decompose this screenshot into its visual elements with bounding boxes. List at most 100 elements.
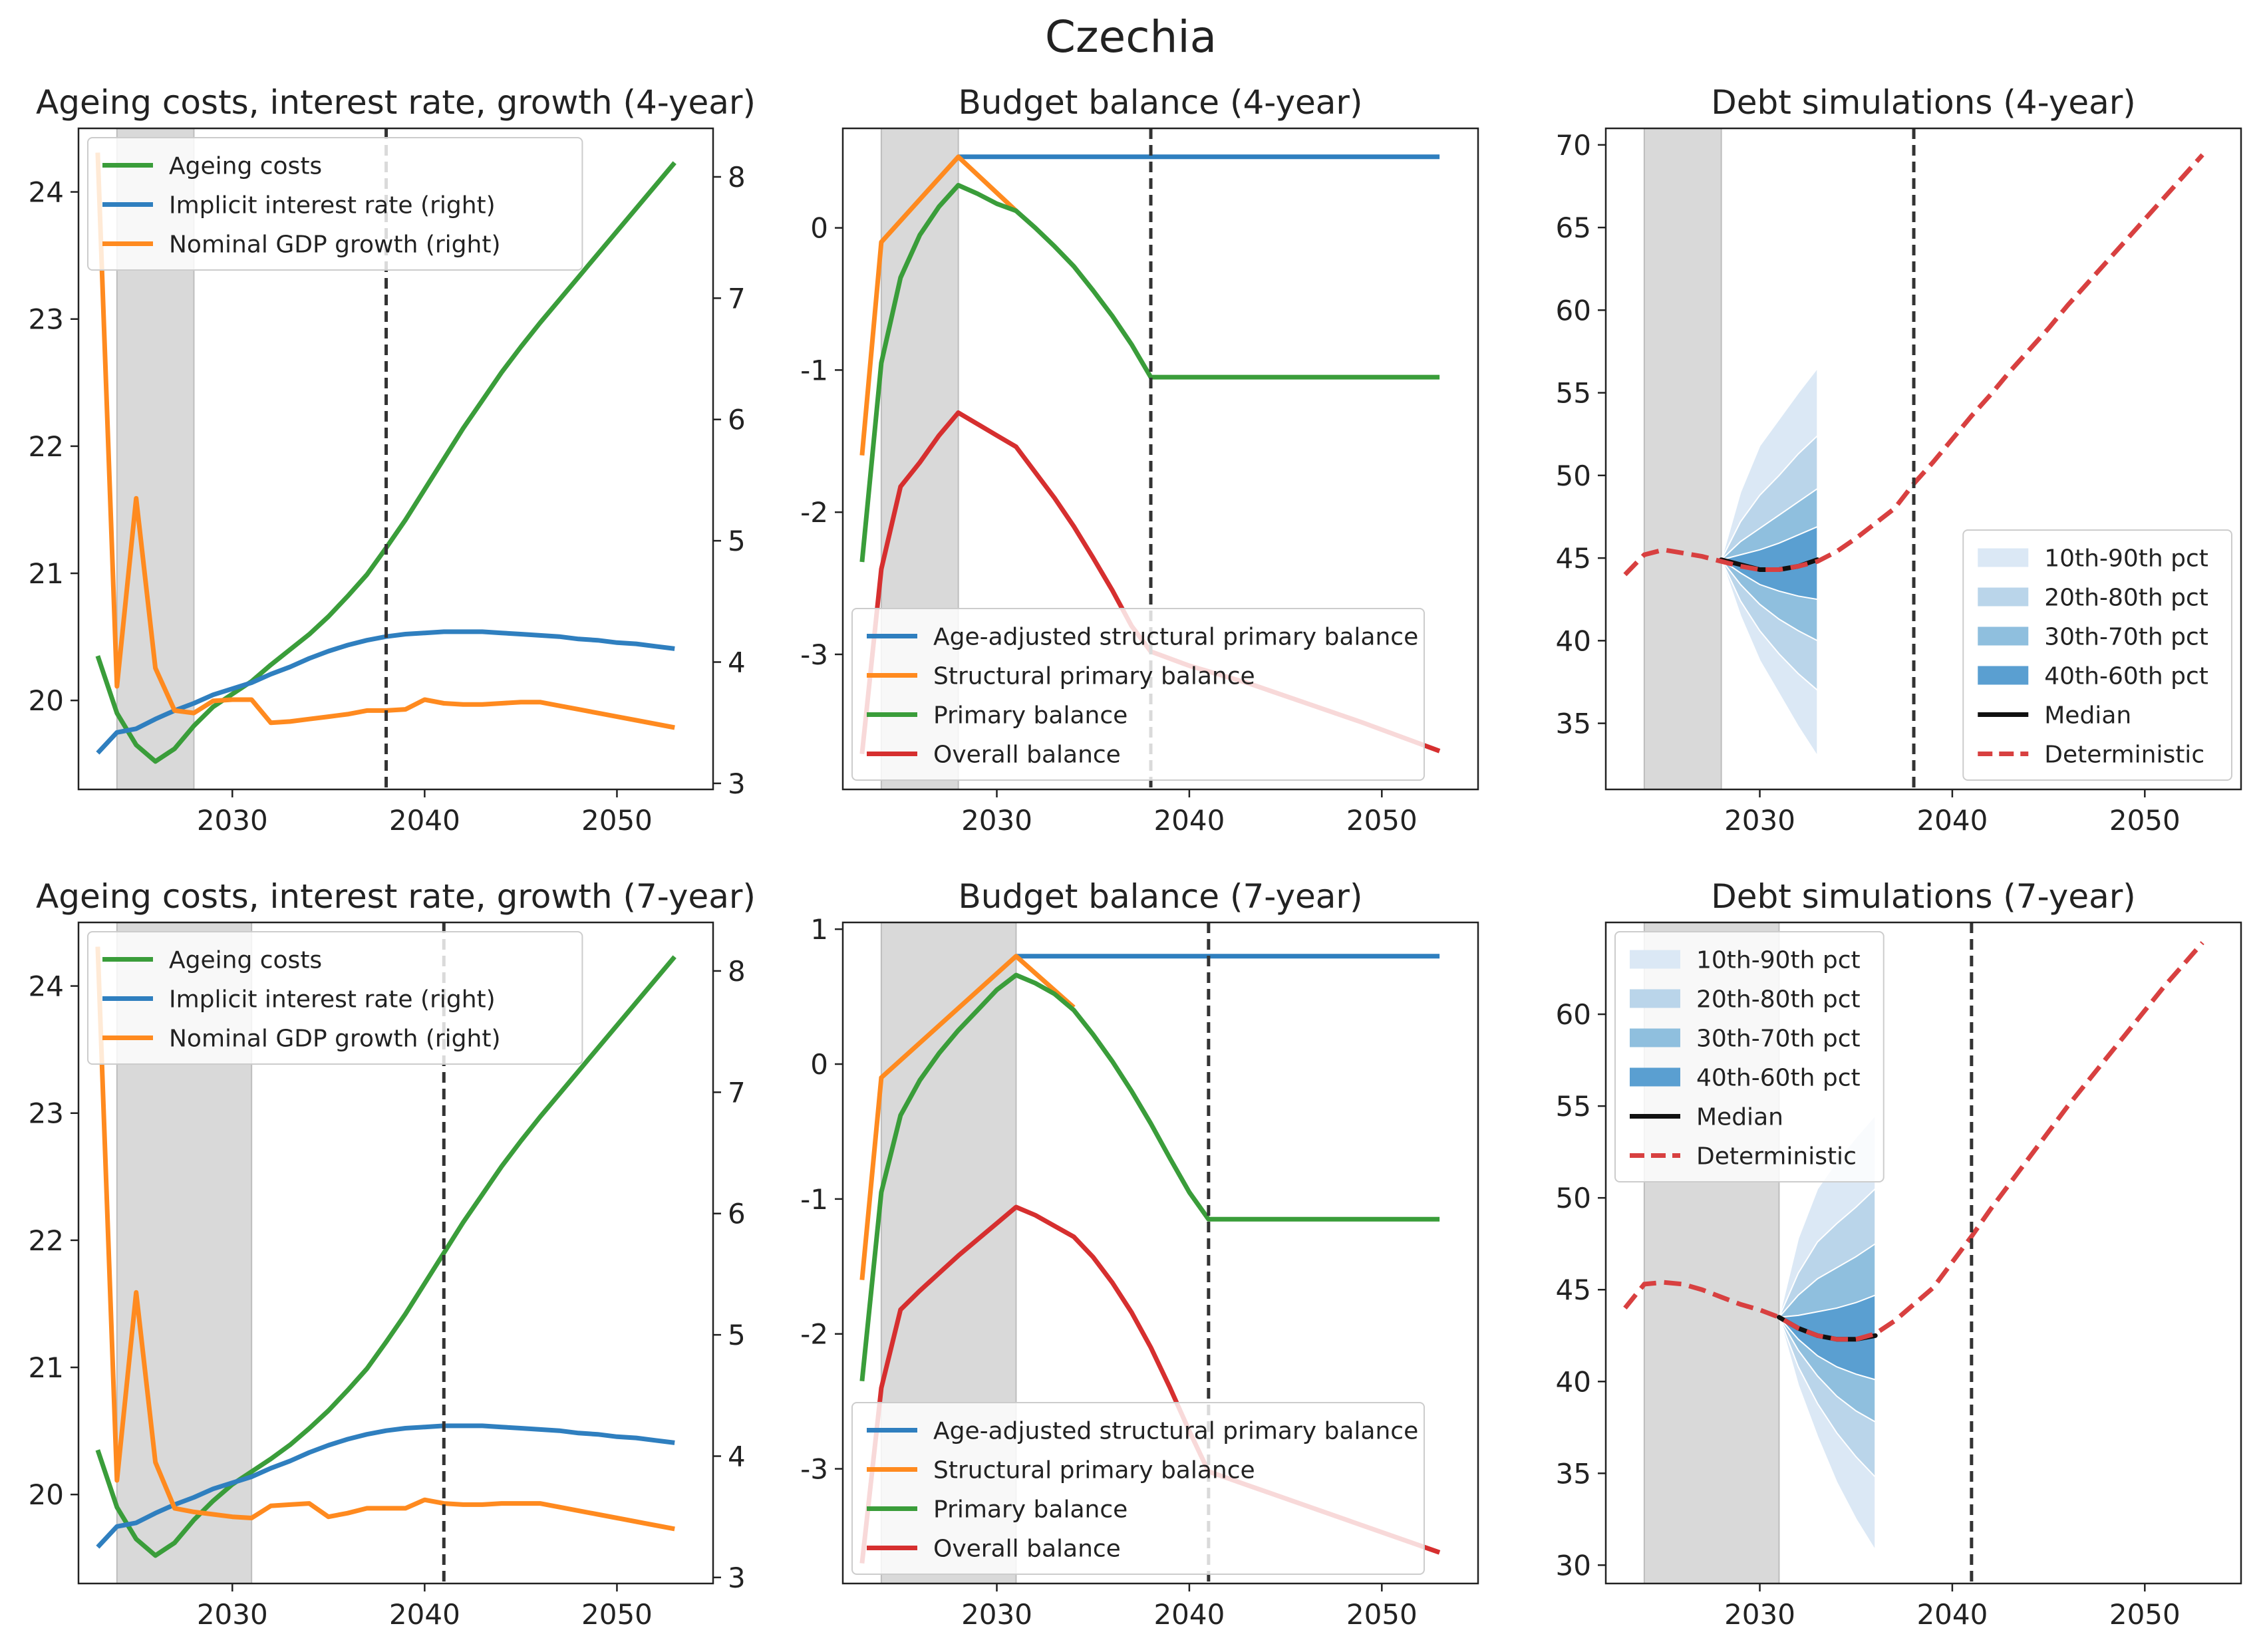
legend-item: Ageing costs (102, 153, 322, 180)
series-line-1 (95, 955, 677, 1558)
panel-budget_7: 2030 2040 2050 1 0 -1 -2 -3 Budget balance (7-ye… (800, 877, 1479, 1631)
y2-tick-label: 4 (728, 646, 746, 678)
legend-box (87, 931, 583, 1065)
legend-label: 40th-60th pct (2044, 663, 2208, 690)
y-tick-label: -1 (800, 1183, 828, 1216)
legend-label: Age-adjusted structural primary balance (933, 624, 1418, 651)
x-tick-label: 2030 (961, 804, 1032, 837)
y2-tick-label: 7 (728, 282, 746, 315)
legend-item: Median (1630, 1104, 1783, 1131)
x-tick-label: 2040 (1153, 804, 1225, 837)
legend-label: 20th-80th pct (1696, 986, 1861, 1014)
x-tick-label: 2050 (2109, 804, 2181, 837)
legend-label: 10th-90th pct (2044, 545, 2208, 573)
legend-swatch (1978, 587, 2029, 607)
legend-label: Primary balance (933, 1496, 1128, 1524)
x-tick-label: 2040 (389, 1598, 460, 1631)
legend-label: 30th-70th pct (2044, 624, 2208, 651)
legend-item: Implicit interest rate (right) (102, 986, 496, 1014)
x-tick-label: 2040 (389, 804, 460, 837)
y2-tick-label: 7 (728, 1076, 746, 1109)
y-tick-label: 35 (1556, 1457, 1591, 1490)
legend-box (851, 1402, 1425, 1575)
y2-tick-label: 6 (728, 1198, 746, 1230)
y-tick-label: 0 (810, 1048, 828, 1081)
y-tick-label: 60 (1556, 294, 1591, 327)
y-tick-label: 23 (29, 303, 64, 336)
y-tick-label: 22 (29, 1224, 64, 1257)
y-tick-label: 24 (29, 970, 64, 1003)
series-line-3 (95, 946, 675, 1532)
y-tick-label: 23 (29, 1097, 64, 1130)
legend: Ageing costs Implicit interest rate (righ… (87, 931, 583, 1065)
legend-swatch (1978, 666, 2029, 685)
legend-label: 20th-80th pct (2044, 585, 2208, 612)
legend-swatch (1630, 1028, 1680, 1047)
legend-item: Primary balance (867, 702, 1128, 730)
figure-suptitle: Czechia (1045, 11, 1217, 63)
series-line-3 (859, 972, 1440, 1382)
y-tick-label: 22 (29, 430, 64, 463)
legend-item: 40th-60th pct (1978, 663, 2208, 690)
legend-item: Overall balance (867, 1536, 1121, 1563)
y2-tick-label: 3 (728, 767, 746, 800)
x-tick-label: 2050 (581, 1598, 653, 1631)
y-tick-label: 50 (1556, 1182, 1591, 1214)
legend-label: Overall balance (933, 742, 1121, 769)
legend-item: 10th-90th pct (1978, 545, 2208, 573)
y-tick-label: 1 (810, 913, 828, 946)
y-tick-label: 21 (29, 557, 64, 590)
series-line-2 (96, 1423, 675, 1549)
legend-swatch (1630, 989, 1680, 1008)
legend-item: Age-adjusted structural primary balance (867, 1418, 1418, 1445)
x-tick-label: 2030 (197, 804, 268, 837)
y-tick-label: 0 (810, 212, 828, 245)
legend: 10th-90th pct 20th-80th pct 30th-70th pct 4… (1962, 529, 2232, 781)
y-tick-label: 45 (1556, 542, 1591, 575)
legend-swatch (1630, 950, 1680, 969)
legend-label: Nominal GDP growth (right) (169, 1026, 501, 1053)
legend-item: Ageing costs (102, 947, 322, 974)
y-tick-label: 70 (1556, 129, 1591, 162)
legend-box (1962, 529, 2232, 781)
panel-ageing_7: 2030 2040 2050 20 21 22 23 24 3 4 5 6 7 8 Ageing costs… (29, 877, 756, 1631)
series-line-3 (859, 183, 1440, 563)
series-line-2 (859, 954, 1076, 1280)
x-tick-label: 2050 (581, 804, 653, 837)
legend-box (87, 137, 583, 271)
x-tick-label: 2040 (1153, 1598, 1225, 1631)
legend-label: Structural primary balance (933, 663, 1255, 690)
legend-item: Nominal GDP growth (right) (102, 1026, 501, 1053)
panel-debt_7: 2030 2040 2050 30 35 40 45 50 55 60 Debt simulatio… (1556, 877, 2242, 1631)
x-tick-label: 2030 (197, 1598, 268, 1631)
y-tick-label: 65 (1556, 211, 1591, 244)
legend-item: 20th-80th pct (1978, 585, 2208, 612)
legend-item: Deterministic (1978, 742, 2204, 769)
y-tick-label: 20 (29, 684, 64, 717)
axes-frame (841, 921, 1479, 1585)
x-tick-label: 2040 (1916, 1598, 1988, 1631)
y-tick-label: 40 (1556, 1365, 1591, 1398)
legend-label: Structural primary balance (933, 1457, 1255, 1484)
axes-frame (1604, 127, 2242, 791)
legend-label: 10th-90th pct (1696, 947, 1861, 974)
legend-swatch (1978, 626, 2029, 646)
y2-tick-label: 8 (728, 955, 746, 988)
legend-box (851, 608, 1425, 781)
legend-label: Primary balance (933, 702, 1128, 730)
y2-tick-label: 4 (728, 1440, 746, 1472)
panel-title: Debt simulations (7-year) (1711, 877, 2136, 916)
legend: 10th-90th pct 20th-80th pct 30th-70th pct 4… (1614, 931, 1884, 1182)
legend-item: 30th-70th pct (1978, 624, 2208, 651)
legend-item: Deterministic (1630, 1143, 1857, 1170)
legend-swatch (1630, 1067, 1680, 1087)
y-tick-label: 45 (1556, 1274, 1591, 1306)
y-tick-label: -3 (800, 1453, 828, 1486)
x-tick-label: 2030 (1724, 804, 1795, 837)
y2-tick-label: 6 (728, 404, 746, 436)
legend-item: Age-adjusted structural primary balance (867, 624, 1418, 651)
y-tick-label: 60 (1556, 998, 1591, 1031)
y-tick-label: -2 (800, 1318, 828, 1351)
